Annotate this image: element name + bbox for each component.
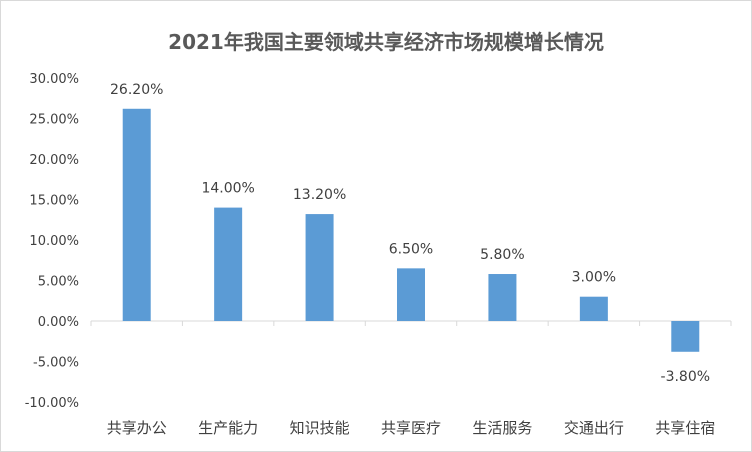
data-label: 13.20% [293, 187, 346, 203]
y-tick-label: 5.00% [38, 275, 79, 290]
bar [488, 274, 517, 321]
chart-title: 2021年我国主要领域共享经济市场规模增长情况 [168, 30, 604, 54]
category-label: 共享住宿 [655, 419, 715, 437]
y-axis: 30.00% 25.00% 20.00% 15.00% 10.00% 5.00% 0.00%… [25, 72, 79, 411]
y-tick-label: 10.00% [29, 234, 79, 249]
bars [122, 108, 700, 352]
data-label: 5.80% [480, 247, 524, 263]
x-axis [90, 320, 732, 326]
data-labels: 26.20% 14.00% 13.20% 6.50% 5.80% 3.00% -3.80% [110, 82, 710, 385]
bar [214, 207, 243, 321]
bar [122, 108, 151, 321]
category-labels: 共享办公 生产能力 知识技能 共享医疗 生活服务 交通出行 共享住宿 [107, 419, 716, 437]
category-label: 交通出行 [564, 419, 624, 437]
category-label: 生活服务 [472, 419, 532, 437]
data-label: -3.80% [661, 369, 711, 385]
data-label: 26.20% [110, 82, 163, 98]
bar [579, 296, 608, 321]
category-label: 知识技能 [290, 419, 350, 437]
y-tick-label: -10.00% [25, 396, 79, 411]
y-tick-label: 0.00% [38, 315, 79, 330]
data-label: 3.00% [572, 270, 616, 286]
category-label: 共享办公 [107, 419, 167, 437]
y-tick-label: 30.00% [29, 72, 79, 87]
data-label: 6.50% [389, 241, 433, 257]
bar [305, 214, 334, 321]
category-label: 生产能力 [198, 419, 258, 437]
bar [671, 321, 700, 352]
y-tick-label: -5.00% [33, 356, 79, 371]
data-label: 14.00% [201, 181, 254, 197]
bar [397, 268, 425, 321]
category-label: 共享医疗 [381, 419, 441, 437]
y-tick-label: 20.00% [29, 153, 79, 168]
y-tick-label: 15.00% [29, 194, 79, 209]
y-tick-label: 25.00% [29, 113, 79, 128]
